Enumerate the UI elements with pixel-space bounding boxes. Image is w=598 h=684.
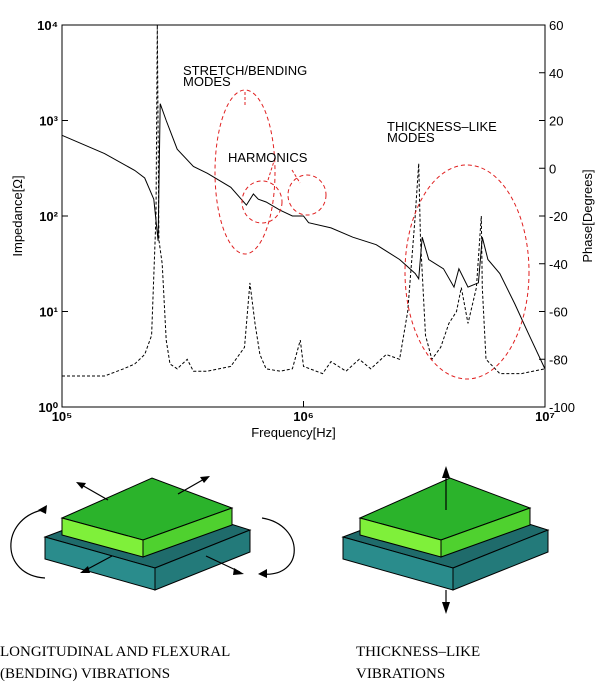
y2-tick-label: 40 bbox=[549, 66, 563, 81]
y-tick-label: 10¹ bbox=[39, 305, 58, 320]
y2-axis-label: Phase[Degrees] bbox=[580, 169, 595, 262]
caption: THICKNESS–LIKE bbox=[356, 644, 480, 660]
y2-tick-label: -40 bbox=[549, 257, 568, 272]
y2-tick-label: 0 bbox=[549, 161, 556, 176]
x-tick-label: 10⁷ bbox=[535, 409, 555, 424]
x-tick-label: 10⁶ bbox=[293, 409, 313, 424]
y-axis-label: Impedance[Ω] bbox=[10, 175, 25, 256]
x-tick-label: 10⁵ bbox=[52, 409, 73, 424]
caption: LONGITUDINAL AND FLEXURAL bbox=[0, 644, 230, 660]
y2-tick-label: 60 bbox=[549, 18, 563, 33]
annotation: MODES bbox=[183, 74, 231, 89]
y-tick-label: 10⁰ bbox=[38, 400, 58, 415]
pointer bbox=[267, 157, 301, 184]
y2-tick-label: -60 bbox=[549, 305, 568, 320]
x-axis-label: Frequency[Hz] bbox=[251, 425, 336, 440]
y2-tick-label: -100 bbox=[549, 400, 575, 415]
annotation: STRETCH/BENDING bbox=[183, 63, 307, 78]
y-tick-label: 10³ bbox=[39, 114, 58, 129]
bending-diagram bbox=[10, 476, 295, 591]
y2-tick-label: 20 bbox=[549, 114, 563, 129]
thickness-diagram bbox=[341, 466, 550, 614]
annotation: MODES bbox=[387, 130, 435, 145]
highlight-ellipse bbox=[287, 174, 327, 216]
highlight-ellipse bbox=[404, 164, 530, 380]
highlight-ellipse bbox=[214, 89, 276, 255]
series-line bbox=[62, 24, 546, 377]
series-line bbox=[61, 103, 546, 370]
y-tick-label: 10² bbox=[39, 209, 58, 224]
caption: VIBRATIONS bbox=[356, 666, 445, 682]
y2-tick-label: -80 bbox=[549, 352, 568, 367]
y2-tick-label: -20 bbox=[549, 209, 568, 224]
annotation: HARMONICS bbox=[228, 150, 308, 165]
y-tick-label: 10⁴ bbox=[37, 18, 58, 33]
highlight-ellipse bbox=[241, 180, 283, 224]
annotation: THICKNESS–LIKE bbox=[387, 119, 497, 134]
caption: (BENDING) VIBRATIONS bbox=[0, 666, 170, 682]
